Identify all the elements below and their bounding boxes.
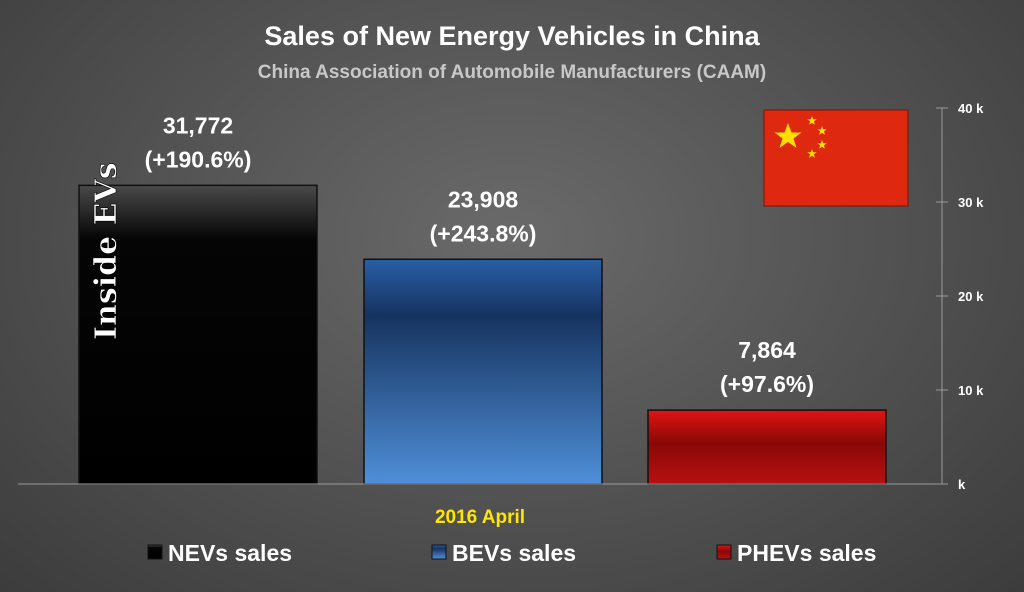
y-tick-label: 10 k xyxy=(958,383,984,398)
bar-bevs xyxy=(363,258,603,485)
watermark-text: Inside EVs xyxy=(89,162,124,340)
category-label: 2016 April xyxy=(435,507,525,528)
value-label-nevs: 31,772 xyxy=(163,112,233,138)
value-label-bevs: 23,908 xyxy=(448,186,519,212)
bars-group xyxy=(78,184,887,485)
y-tick-label: 30 k xyxy=(958,195,984,210)
legend-label-nevs: NEVs sales xyxy=(168,540,292,566)
china-flag-icon xyxy=(763,109,909,207)
y-tick-label: 20 k xyxy=(958,289,984,304)
change-label-bevs: (+243.8%) xyxy=(430,220,537,246)
chart-title: Sales of New Energy Vehicles in China xyxy=(264,21,760,51)
value-label-phevs: 7,864 xyxy=(738,337,796,363)
y-tick-label: k xyxy=(958,477,966,492)
legend-swatch-phevs xyxy=(716,544,732,560)
change-label-phevs: (+97.6%) xyxy=(720,371,814,397)
bar-nevs xyxy=(78,184,318,485)
chart-subtitle: China Association of Automobile Manufact… xyxy=(258,62,766,83)
legend: NEVs sales BEVs sales PHEVs sales xyxy=(147,540,876,566)
legend-swatch-bevs xyxy=(431,544,447,560)
y-ticks-group: k 10 k 20 k 30 k 40 k xyxy=(936,101,984,492)
y-tick-label: 40 k xyxy=(958,101,984,116)
value-labels-group: 31,772 (+190.6%) 23,908 (+243.8%) 7,864 (+97.… xyxy=(145,112,814,397)
legend-label-phevs: PHEVs sales xyxy=(737,540,876,566)
change-label-nevs: (+190.6%) xyxy=(145,146,252,172)
legend-label-bevs: BEVs sales xyxy=(452,540,576,566)
bar-phevs xyxy=(647,409,887,485)
legend-swatch-nevs xyxy=(147,544,163,560)
